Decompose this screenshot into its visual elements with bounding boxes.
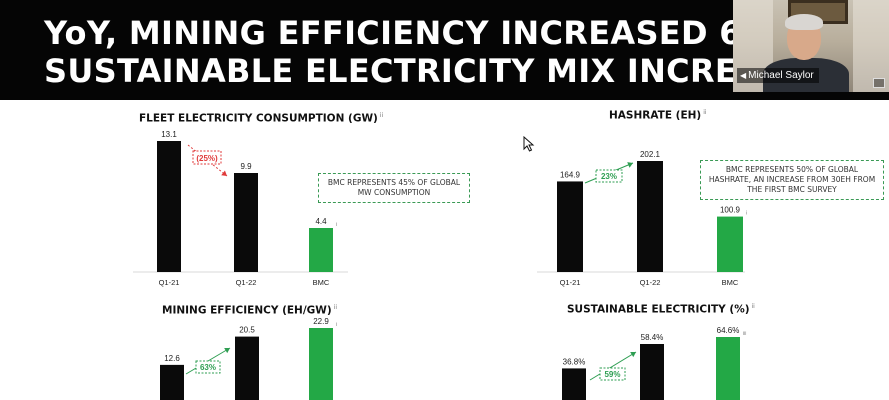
bar-bmc [309, 328, 333, 400]
callout-hashrate: BMC REPRESENTS 50% OF GLOBAL HASHRATE, A… [700, 160, 884, 200]
chart-title-hashrate: HASHRATE (EH) ii [609, 109, 707, 122]
slide-title-line-2: SUSTAINABLE ELECTRICITY MIX INCREASED 5 [44, 52, 869, 90]
change-badge-label: 23% [601, 172, 617, 181]
change-arrowhead-icon [221, 170, 227, 176]
bar-bmc [717, 216, 743, 272]
x-tick-label: Q1-21 [560, 278, 581, 287]
change-badge-label: 59% [604, 370, 620, 379]
slide-title-line-1: YoY, MINING EFFICIENCY INCREASED 63% AN [44, 14, 861, 52]
x-tick-label: Q1-22 [236, 278, 257, 287]
bar-value-label: 13.1 [161, 130, 177, 139]
change-badge [599, 367, 626, 381]
bar-value-label: 164.9 [560, 170, 581, 179]
microphone-icon: ◀ [740, 71, 747, 80]
bar-value-label: 58.4% [641, 333, 664, 342]
bar-q1-22 [637, 161, 663, 272]
change-badge-label: 63% [200, 363, 216, 372]
bar-q1-21 [157, 141, 181, 272]
bar-q1-21 [557, 181, 583, 272]
footnote-marker: iii [743, 331, 746, 337]
background-shelf [853, 0, 889, 92]
bar-q1-22 [640, 344, 664, 400]
chart-title-electricity: FLEET ELECTRICITY CONSUMPTION (GW) ii [139, 112, 384, 125]
video-options-icon[interactable] [873, 78, 885, 88]
speaker-name: Michael Saylor [748, 70, 814, 81]
bar-value-label: 36.8% [563, 357, 586, 366]
footnote-marker: i [746, 211, 747, 217]
change-arrowhead-icon [630, 352, 636, 358]
chart-title-sustainable: SUSTAINABLE ELECTRICITY (%) ii [567, 303, 755, 316]
bar-value-label: 100.9 [720, 206, 741, 215]
bar-q1-21 [160, 364, 184, 400]
bar-value-label: 20.5 [239, 326, 255, 335]
bar-q1-21 [562, 368, 586, 400]
bar-value-label: 202.1 [640, 150, 661, 159]
change-arrowhead-icon [627, 162, 633, 168]
chart-title-efficiency: MINING EFFICIENCY (EH/GW) ii [162, 304, 338, 317]
x-tick-label: BMC [722, 278, 739, 287]
bar-value-label: 9.9 [240, 162, 252, 171]
speaker-name-label: ◀ Michael Saylor [737, 68, 819, 83]
bar-bmc [716, 337, 740, 400]
bar-value-label: 12.6 [164, 354, 180, 363]
callout-electricity: BMC REPRESENTS 45% OF GLOBAL MW CONSUMPT… [318, 173, 470, 203]
speaker-video-tile[interactable]: ◀ Michael Saylor [733, 0, 889, 92]
mouse-cursor-icon [523, 136, 535, 152]
bar-value-label: 64.6% [717, 326, 740, 335]
footnote-marker: i [336, 322, 337, 328]
change-arrowhead-icon [224, 347, 230, 354]
change-badge [595, 169, 623, 183]
x-tick-label: Q1-21 [159, 278, 180, 287]
bar-q1-22 [234, 173, 258, 272]
change-badge [195, 360, 221, 374]
x-tick-label: Q1-22 [640, 278, 661, 287]
bar-bmc [309, 228, 333, 272]
change-badge-label: (25%) [196, 154, 218, 163]
change-badge [192, 150, 222, 165]
bar-q1-22 [235, 336, 259, 400]
footnote-marker: i [336, 222, 337, 228]
speaker-hair [785, 14, 823, 30]
change-arrow-line [589, 351, 637, 381]
bar-value-label: 22.9 [313, 317, 329, 326]
bar-value-label: 4.4 [315, 217, 327, 226]
x-tick-label: BMC [313, 278, 330, 287]
